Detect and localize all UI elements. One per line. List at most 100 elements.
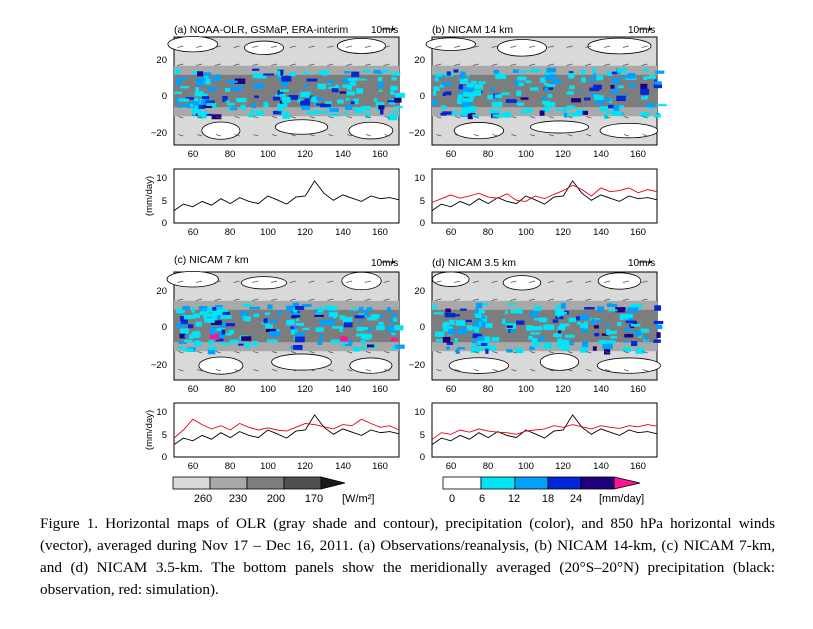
precip-tick-label: 18 (542, 493, 554, 505)
precip-cell (457, 91, 466, 95)
precip-cell (494, 94, 503, 99)
precip-cell (649, 107, 654, 110)
precip-cell (349, 81, 354, 86)
precip-cell (455, 348, 460, 354)
precip-cell (280, 89, 289, 92)
precip-swatch (442, 476, 482, 490)
wind-vector (253, 134, 259, 137)
precip-cell (360, 340, 366, 345)
precip-cell (443, 326, 453, 332)
line-x-tick-label: 140 (335, 461, 351, 472)
precip-cell (394, 97, 402, 103)
olr-clear-patch (448, 357, 510, 374)
wind-vector (492, 369, 498, 372)
vector-label: 10m/s (628, 258, 655, 269)
precip-cell (584, 307, 595, 310)
wind-vector (365, 369, 371, 372)
wind-vector (454, 298, 461, 301)
wind-vector (271, 280, 278, 283)
precip-cell (656, 104, 667, 107)
precip-cell (319, 320, 330, 326)
wind-vector (547, 280, 554, 283)
wind-vector (623, 134, 629, 137)
precip-cell (567, 114, 575, 117)
line-y-tick-label: 10 (414, 173, 425, 184)
precip-cell (201, 93, 208, 98)
precip-cell (190, 104, 194, 108)
line-plot-frame (173, 168, 400, 224)
line-x-tick-label: 80 (483, 227, 494, 238)
precip-cell (281, 76, 292, 82)
olr-clear-patch (596, 357, 661, 374)
precip-cell (471, 347, 480, 353)
precip-cell (470, 80, 477, 85)
wind-vector (271, 63, 278, 66)
precip-cell (504, 310, 509, 315)
precip-cell (306, 78, 318, 82)
precip-cell (561, 345, 570, 351)
precip-cell (331, 88, 339, 93)
observation-line (431, 180, 658, 211)
x-tick-label: 140 (593, 149, 609, 160)
precip-cell (594, 95, 604, 100)
x-tick-label: 60 (446, 384, 457, 395)
precip-cell (183, 339, 193, 343)
precip-cell (174, 68, 180, 75)
precip-cell (493, 69, 500, 74)
precip-cell (207, 349, 216, 355)
wind-vector (384, 134, 390, 137)
precip-cell (546, 107, 550, 113)
precip-cell (342, 84, 348, 88)
precip-cell (555, 316, 563, 319)
precip-cell (175, 97, 180, 104)
precip-cell (207, 87, 218, 92)
precip-cell (321, 110, 331, 114)
olr-clear-patch (336, 38, 387, 54)
precip-cell (448, 328, 456, 335)
wind-vector (623, 369, 629, 372)
olr-tick-label: 230 (229, 493, 247, 505)
x-tick-label: 60 (446, 149, 457, 160)
precip-cell (653, 320, 664, 325)
wind-vector (346, 298, 353, 301)
precip-cell (378, 105, 385, 110)
precip-cell (225, 332, 232, 336)
wind-vector (604, 45, 611, 48)
precip-cell (288, 95, 299, 100)
precip-cell (174, 91, 182, 94)
precip-cell (250, 109, 255, 113)
precip-cell (209, 333, 220, 340)
panel-a: (a) NOAA-OLR, GSMaP, ERA-interim 10m/s 2… (144, 24, 406, 238)
wind-vector (346, 45, 353, 48)
precip-cell (318, 70, 329, 75)
precip-cell (653, 83, 662, 89)
precip-cell (356, 326, 364, 332)
wind-vector (253, 351, 259, 354)
wind-vector (566, 280, 573, 283)
precip-cell (214, 305, 223, 308)
precip-cell (653, 339, 661, 343)
precip-cell (229, 330, 235, 335)
x-tick-label: 80 (483, 149, 494, 160)
precip-cell (229, 339, 239, 344)
precip-cell (454, 338, 458, 344)
precip-cell (347, 78, 358, 82)
panel-title: (d) NICAM 3.5 km (432, 257, 516, 269)
precip-cell (248, 113, 256, 118)
wind-vector (384, 116, 390, 119)
wind-vector (196, 298, 203, 301)
y-tick-label: −20 (409, 360, 425, 371)
precip-cell (485, 323, 493, 328)
precip-cell (205, 79, 211, 85)
line-x-tick-label: 120 (297, 461, 313, 472)
wind-vector (586, 134, 592, 137)
line-x-tick-label: 160 (630, 227, 646, 238)
line-x-tick-label: 80 (225, 227, 236, 238)
precip-cell (373, 98, 378, 102)
wind-vector (347, 369, 353, 372)
precip-cell (252, 68, 260, 71)
precip-cell (315, 103, 325, 106)
precip-cell (627, 73, 636, 79)
wind-vector (289, 298, 296, 301)
precip-cell (212, 309, 223, 316)
